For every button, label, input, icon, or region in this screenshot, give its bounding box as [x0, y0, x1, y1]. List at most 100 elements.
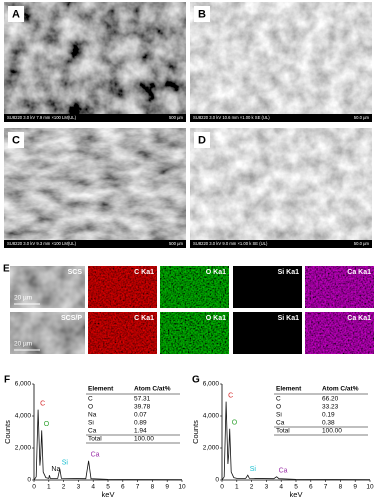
- sem-image: [190, 128, 372, 248]
- table-cell: C: [276, 396, 281, 403]
- sem-map-image: [10, 266, 85, 308]
- scale-label: 20 µm: [14, 295, 32, 302]
- table-cell: O: [276, 404, 281, 411]
- table-cell: 39.78: [134, 404, 151, 411]
- spectrum-line: [33, 409, 183, 481]
- table-header: Element: [276, 386, 302, 393]
- x-tick-label: 6: [121, 484, 125, 491]
- element-map: [305, 312, 374, 354]
- table-cell: Total: [88, 436, 102, 443]
- scale-label: 50.0 µm: [354, 115, 370, 120]
- map-label: Ca Ka1: [347, 315, 371, 322]
- element-map: [233, 312, 302, 354]
- sem-info: SU8220 3.0 kV 9.0 mm ×1.00 k SE (UL): [193, 241, 268, 246]
- element-map: [305, 266, 374, 308]
- y-tick-label: 6,000: [203, 381, 220, 388]
- panel-label: D: [198, 134, 206, 146]
- table-cell: Si: [88, 420, 94, 427]
- x-tick-label: 2: [250, 484, 254, 491]
- table-header: Atom C/at%: [134, 386, 171, 393]
- map-label: O Ka1: [206, 315, 226, 322]
- y-tick-label: 2,000: [203, 445, 220, 452]
- map-label: O Ka1: [206, 269, 226, 276]
- x-tick-label: 7: [324, 484, 328, 491]
- x-tick-label: 3: [265, 484, 269, 491]
- x-tick-label: 4: [279, 484, 283, 491]
- peak-label: Si: [62, 460, 69, 467]
- peak-label: O: [44, 421, 50, 428]
- map-label: Si Ka1: [278, 315, 300, 322]
- panel-label: A: [12, 8, 20, 20]
- x-tick-label: 5: [294, 484, 298, 491]
- map-label: Si Ka1: [278, 269, 300, 276]
- sem-info: SU8220 3.0 kV 10.6 mm ×1.00 k SE (UL): [193, 115, 270, 120]
- y-tick-label: 0: [215, 477, 219, 484]
- y-tick-label: 4,000: [203, 413, 220, 420]
- table-cell: Total: [276, 428, 290, 435]
- table-cell: 0.38: [322, 420, 335, 427]
- table-cell: 57.31: [134, 396, 151, 403]
- y-axis-label: Counts: [3, 420, 12, 444]
- info-bar: [190, 240, 372, 248]
- table-cell: 0.07: [134, 412, 147, 419]
- element-map: [88, 266, 157, 308]
- panel-label: E: [3, 264, 10, 275]
- info-bar: [4, 240, 186, 248]
- scale-label: 500 µm: [169, 241, 184, 246]
- table-cell: Si: [276, 412, 282, 419]
- peak-label: Na: [51, 466, 60, 473]
- scale-label: 50.0 µm: [354, 241, 370, 246]
- panel-label: B: [198, 8, 206, 20]
- sample-label: SCS/P: [61, 315, 82, 322]
- table-cell: Ca: [88, 428, 97, 435]
- panel-label-box: [194, 6, 210, 22]
- peak-label: O: [232, 420, 238, 427]
- table-cell: 100.00: [322, 428, 342, 435]
- y-tick-label: 6,000: [15, 381, 32, 388]
- scale-label: 500 µm: [169, 115, 184, 120]
- sem-image: [4, 128, 186, 248]
- x-tick-label: 8: [339, 484, 343, 491]
- peak-label: C: [40, 400, 45, 407]
- map-label: C Ka1: [134, 315, 154, 322]
- table-header: Element: [88, 386, 114, 393]
- x-tick-label: 10: [366, 484, 374, 491]
- table-cell: C: [88, 396, 93, 403]
- element-map: [88, 312, 157, 354]
- sem-map-image: [10, 312, 85, 354]
- table-header: Atom C/at%: [322, 386, 359, 393]
- sem-info: SU8220 3.0 kV 7.9 mm ×100 LM(UL): [7, 115, 77, 120]
- x-tick-label: 10: [178, 484, 186, 491]
- panel-label: G: [192, 375, 200, 386]
- x-tick-label: 9: [165, 484, 169, 491]
- y-tick-label: 4,000: [15, 413, 32, 420]
- table-cell: 0.89: [134, 420, 147, 427]
- y-axis-label: Counts: [191, 420, 200, 444]
- peak-label: Ca: [91, 452, 100, 459]
- scale-label: 20 µm: [14, 341, 32, 348]
- table-cell: O: [88, 404, 93, 411]
- table-cell: 66.20: [322, 396, 339, 403]
- x-tick-label: 2: [62, 484, 66, 491]
- x-axis-label: keV: [290, 490, 303, 499]
- panel-label-box: [8, 6, 24, 22]
- element-map: [233, 266, 302, 308]
- peak-label: Ca: [279, 468, 288, 475]
- x-tick-label: 3: [77, 484, 81, 491]
- x-tick-label: 1: [235, 484, 239, 491]
- x-tick-label: 7: [136, 484, 140, 491]
- peak-label: C: [228, 392, 233, 399]
- map-label: Ca Ka1: [347, 269, 371, 276]
- table-cell: 33.23: [322, 404, 339, 411]
- x-tick-label: 0: [220, 484, 224, 491]
- panel-label-box: [8, 132, 24, 148]
- x-tick-label: 9: [353, 484, 357, 491]
- sem-image: [190, 2, 372, 122]
- peak-label: Si: [250, 466, 257, 473]
- sem-image: [4, 2, 186, 122]
- panel-label-box: [194, 132, 210, 148]
- x-tick-label: 5: [106, 484, 110, 491]
- x-tick-label: 6: [309, 484, 313, 491]
- y-tick-label: 0: [27, 477, 31, 484]
